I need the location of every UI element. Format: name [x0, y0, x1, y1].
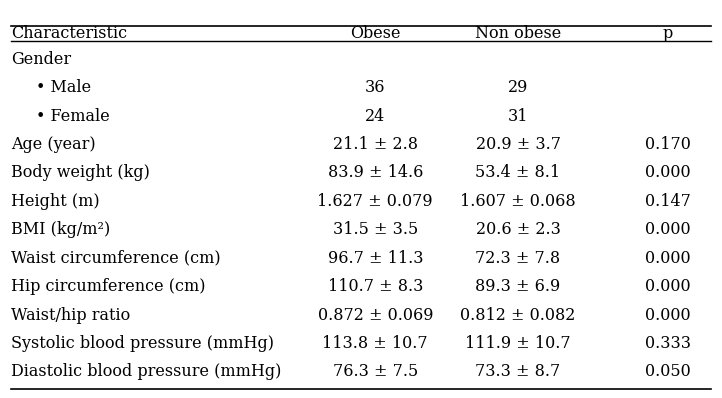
Text: Diastolic blood pressure (mmHg): Diastolic blood pressure (mmHg)	[12, 363, 282, 380]
Text: 0.000: 0.000	[645, 278, 691, 295]
Text: 0.333: 0.333	[645, 335, 691, 352]
Text: 31.5 ± 3.5: 31.5 ± 3.5	[333, 221, 418, 238]
Text: 0.050: 0.050	[645, 363, 691, 380]
Text: 21.1 ± 2.8: 21.1 ± 2.8	[333, 136, 418, 153]
Text: 0.147: 0.147	[645, 193, 691, 210]
Text: 72.3 ± 7.8: 72.3 ± 7.8	[476, 250, 560, 267]
Text: Systolic blood pressure (mmHg): Systolic blood pressure (mmHg)	[12, 335, 274, 352]
Text: 0.812 ± 0.082: 0.812 ± 0.082	[461, 306, 575, 324]
Text: BMI (kg/m²): BMI (kg/m²)	[12, 221, 110, 238]
Text: Waist/hip ratio: Waist/hip ratio	[12, 306, 131, 324]
Text: 83.9 ± 14.6: 83.9 ± 14.6	[328, 164, 423, 181]
Text: 0.170: 0.170	[645, 136, 691, 153]
Text: 0.000: 0.000	[645, 250, 691, 267]
Text: 73.3 ± 8.7: 73.3 ± 8.7	[475, 363, 560, 380]
Text: Non obese: Non obese	[475, 25, 561, 42]
Text: 24: 24	[365, 107, 386, 125]
Text: 36: 36	[365, 79, 386, 96]
Text: 89.3 ± 6.9: 89.3 ± 6.9	[475, 278, 560, 295]
Text: Hip circumference (cm): Hip circumference (cm)	[12, 278, 206, 295]
Text: • Male: • Male	[36, 79, 92, 96]
Text: 29: 29	[508, 79, 529, 96]
Text: 76.3 ± 7.5: 76.3 ± 7.5	[333, 363, 418, 380]
Text: 110.7 ± 8.3: 110.7 ± 8.3	[328, 278, 423, 295]
Text: p: p	[663, 25, 673, 42]
Text: Waist circumference (cm): Waist circumference (cm)	[12, 250, 221, 267]
Text: 1.627 ± 0.079: 1.627 ± 0.079	[318, 193, 433, 210]
Text: 96.7 ± 11.3: 96.7 ± 11.3	[328, 250, 423, 267]
Text: 0.000: 0.000	[645, 306, 691, 324]
Text: 0.000: 0.000	[645, 221, 691, 238]
Text: Gender: Gender	[12, 51, 71, 68]
Text: 1.607 ± 0.068: 1.607 ± 0.068	[460, 193, 576, 210]
Text: 20.6 ± 2.3: 20.6 ± 2.3	[476, 221, 560, 238]
Text: • Female: • Female	[36, 107, 110, 125]
Text: 31: 31	[508, 107, 529, 125]
Text: Body weight (kg): Body weight (kg)	[12, 164, 150, 181]
Text: 111.9 ± 10.7: 111.9 ± 10.7	[465, 335, 571, 352]
Text: Obese: Obese	[350, 25, 401, 42]
Text: Age (year): Age (year)	[12, 136, 96, 153]
Text: Characteristic: Characteristic	[12, 25, 127, 42]
Text: 0.872 ± 0.069: 0.872 ± 0.069	[318, 306, 433, 324]
Text: 53.4 ± 8.1: 53.4 ± 8.1	[476, 164, 560, 181]
Text: 0.000: 0.000	[645, 164, 691, 181]
Text: 20.9 ± 3.7: 20.9 ± 3.7	[476, 136, 560, 153]
Text: Height (m): Height (m)	[12, 193, 100, 210]
Text: 113.8 ± 10.7: 113.8 ± 10.7	[323, 335, 428, 352]
